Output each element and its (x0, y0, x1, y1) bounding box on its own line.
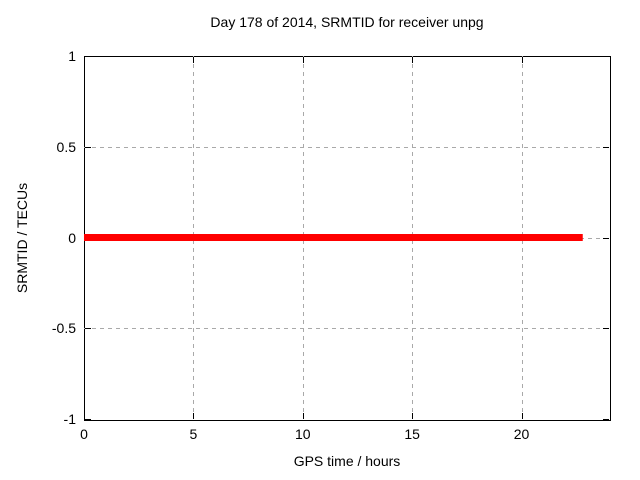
y-tick-mark-left (85, 146, 91, 148)
x-tick-label: 5 (189, 426, 198, 442)
x-tick-mark-bottom (521, 413, 523, 419)
x-tick-mark-bottom (302, 413, 304, 419)
x-tick-mark-top (302, 57, 304, 63)
x-tick-label: 20 (513, 426, 530, 442)
gridline-h (84, 146, 609, 148)
x-tick-mark-top (521, 57, 523, 63)
y-tick-mark-right (603, 419, 609, 420)
x-tick-mark-top (84, 57, 85, 63)
x-tick-mark-bottom (84, 413, 85, 419)
x-tick-mark-bottom (412, 413, 414, 419)
y-tick-mark-left (85, 56, 91, 57)
x-axis-label: GPS time / hours (293, 453, 401, 469)
chart-title: Day 178 of 2014, SRMTID for receiver unp… (210, 14, 484, 30)
y-tick-label: 0.5 (56, 138, 76, 155)
x-tick-mark-top (193, 57, 195, 63)
y-tick-label: 1 (68, 48, 76, 64)
x-tick-label: 15 (404, 426, 420, 442)
y-tick-mark-right (603, 146, 609, 148)
y-tick-mark-right (603, 56, 609, 57)
gridline-h (84, 328, 609, 330)
y-tick-mark-left (85, 328, 91, 330)
x-tick-label: 10 (294, 426, 311, 442)
x-tick-label: 0 (80, 426, 88, 442)
y-tick-mark-right (603, 237, 609, 239)
x-tick-mark-top (412, 57, 414, 63)
y-tick-label: -1 (63, 411, 76, 427)
y-tick-label: 0 (68, 229, 76, 246)
y-tick-label: -0.5 (51, 320, 76, 337)
y-tick-mark-left (85, 419, 91, 420)
y-tick-mark-right (603, 328, 609, 330)
series-layer (84, 234, 583, 241)
x-tick-mark-bottom (193, 413, 195, 419)
